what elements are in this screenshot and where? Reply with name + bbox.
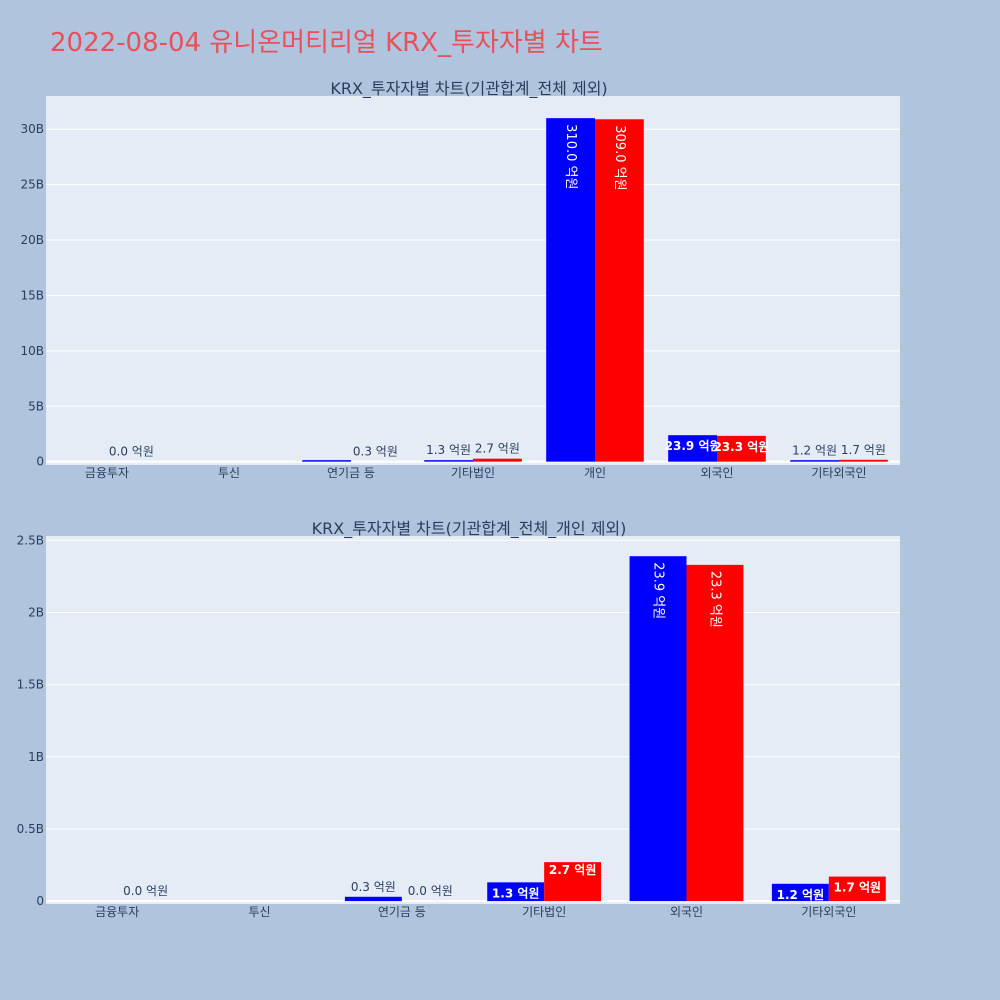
data-label: 0.3 억원 xyxy=(351,880,396,894)
bar xyxy=(344,896,402,902)
x-tick-label: 연기금 등 xyxy=(378,905,426,919)
bar xyxy=(668,435,717,462)
y-tick-label: 1.5B xyxy=(17,678,44,692)
data-label: 1.3 억원 xyxy=(492,886,540,900)
y-tick-label: 1B xyxy=(28,750,44,764)
bar xyxy=(629,556,687,902)
data-label: 0.0 억원 xyxy=(123,884,168,898)
data-label: 23.9 억원 xyxy=(651,562,666,619)
bar xyxy=(487,882,545,902)
chart-bottom: 0 0.5B 1B 1.5B 2B 2.5B KRX_투자자별 차트(기관합계_전체_개인 … xyxy=(17,519,900,919)
data-label: 1.2 억원 xyxy=(792,443,837,457)
x-tick-label: 외국인 xyxy=(700,466,733,480)
bar xyxy=(424,460,473,462)
bar xyxy=(717,435,766,462)
x-tick-label: 투신 xyxy=(218,466,240,480)
y-tick-label: 20B xyxy=(20,233,44,247)
chart-title: KRX_투자자별 차트(기관합계_전체_개인 제외) xyxy=(312,519,627,539)
data-label: 23.9 억원 xyxy=(665,439,721,453)
bar xyxy=(771,883,829,902)
x-tick-label: 연기금 등 xyxy=(327,466,375,480)
chart-top: 0 5B 10B 15B 20B 25B 30B KRX_투자자별 차트(기관합계_전체 제외… xyxy=(20,79,900,480)
bar xyxy=(546,118,595,462)
y-tick-label: 15B xyxy=(20,288,44,302)
bar xyxy=(686,564,744,902)
data-label: 0.0 억원 xyxy=(109,445,154,459)
bar xyxy=(839,459,888,462)
y-tick-label: 0 xyxy=(36,894,44,908)
y-tick-label: 25B xyxy=(20,178,44,192)
data-label: 1.3 억원 xyxy=(426,443,471,457)
y-tick-label: 0.5B xyxy=(17,822,44,836)
data-label: 23.3 억원 xyxy=(707,571,722,628)
y-tick-label: 10B xyxy=(20,344,44,358)
bar xyxy=(790,460,839,462)
x-tick-label: 기타외국인 xyxy=(801,905,856,919)
x-tick-label: 기타법인 xyxy=(451,466,495,480)
data-label: 0.3 억원 xyxy=(353,445,398,459)
bar xyxy=(302,460,351,462)
data-label: 2.7 억원 xyxy=(549,863,597,877)
x-tick-label: 개인 xyxy=(584,466,606,480)
data-label: 309.0 억원 xyxy=(612,125,627,190)
data-label: 1.7 억원 xyxy=(834,881,882,895)
plot-area xyxy=(46,96,900,465)
y-tick-label: 5B xyxy=(28,399,44,413)
y-tick-label: 30B xyxy=(20,122,44,136)
bar xyxy=(828,876,886,902)
chart-title: KRX_투자자별 차트(기관합계_전체 제외) xyxy=(330,79,607,99)
bar xyxy=(473,458,522,462)
data-label: 0.0 억원 xyxy=(408,884,453,898)
data-label: 1.7 억원 xyxy=(841,443,886,457)
x-tick-label: 금융투자 xyxy=(95,905,139,919)
page-title: 2022-08-04 유니온머티리얼 KRX_투자자별 차트 xyxy=(50,28,603,58)
x-tick-label: 투신 xyxy=(248,905,270,919)
x-tick-label: 금융투자 xyxy=(85,466,129,480)
y-tick-label: 0 xyxy=(36,455,44,469)
x-tick-label: 기타법인 xyxy=(522,905,566,919)
bar xyxy=(595,119,644,462)
y-tick-label: 2B xyxy=(28,605,44,619)
bar xyxy=(544,862,602,902)
x-tick-label: 기타외국인 xyxy=(811,466,866,480)
data-label: 310.0 억원 xyxy=(563,124,578,189)
plot-area xyxy=(46,536,900,904)
data-label: 2.7 억원 xyxy=(475,442,520,456)
data-label: 1.2 억원 xyxy=(777,888,825,902)
x-tick-label: 외국인 xyxy=(670,905,703,919)
data-label: 23.3 억원 xyxy=(713,440,769,454)
y-tick-label: 2.5B xyxy=(17,533,44,547)
